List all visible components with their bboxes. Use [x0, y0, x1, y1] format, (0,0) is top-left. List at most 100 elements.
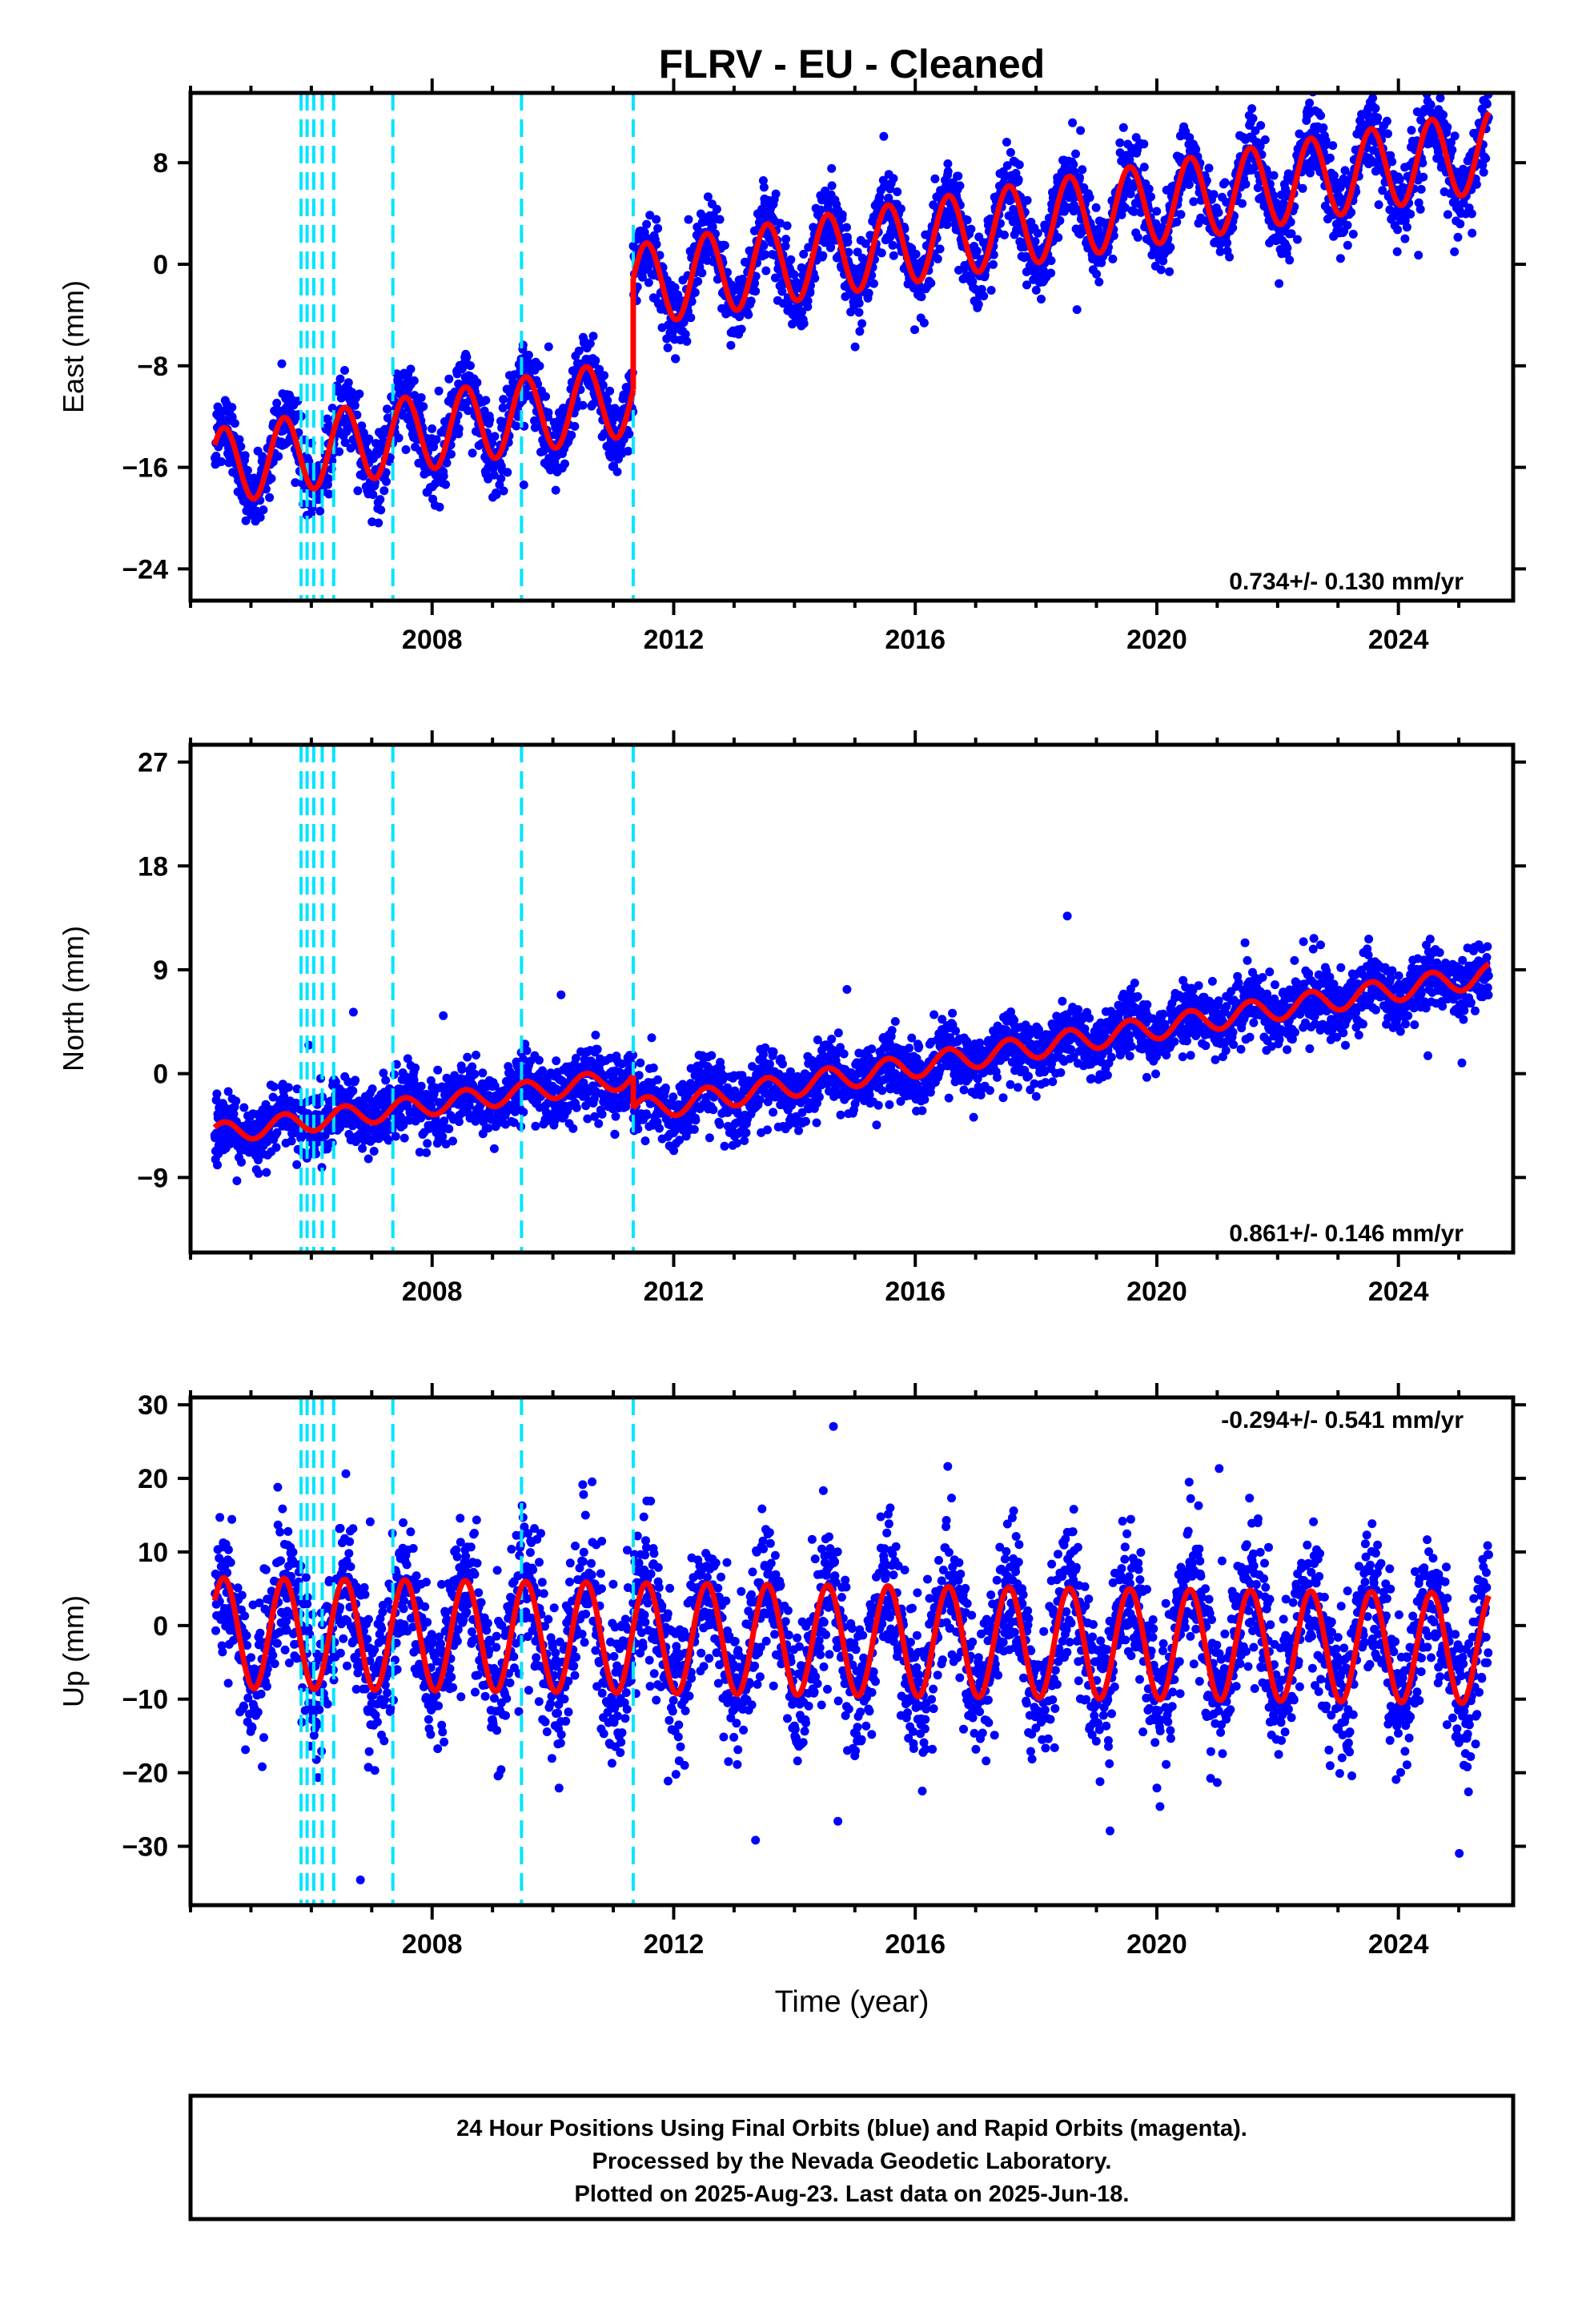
data-point: [1133, 232, 1142, 242]
data-point: [794, 1126, 803, 1136]
data-point: [1275, 279, 1284, 288]
data-point: [237, 1157, 246, 1167]
data-point: [411, 1063, 420, 1072]
data-point: [478, 1068, 488, 1078]
data-point: [926, 279, 936, 287]
data-point: [1395, 175, 1404, 184]
data-point: [1439, 111, 1448, 119]
data-point: [623, 383, 632, 392]
data-point: [1406, 209, 1415, 219]
data-point: [1373, 113, 1383, 123]
data-point: [391, 1132, 400, 1141]
data-point: [744, 310, 753, 320]
data-point: [556, 990, 566, 999]
data-point: [472, 1051, 480, 1059]
data-point: [1209, 190, 1219, 199]
data-point: [1368, 94, 1378, 103]
data-point: [1402, 223, 1411, 232]
east-x-tick-label: 2012: [644, 625, 705, 655]
data-point: [1247, 104, 1257, 114]
data-point: [1165, 267, 1174, 276]
data-point: [211, 452, 221, 460]
data-point: [254, 1168, 263, 1178]
data-point: [463, 1052, 472, 1062]
data-point: [259, 505, 268, 515]
data-point: [400, 1133, 409, 1143]
east-y-tick-label: 0: [153, 250, 168, 280]
data-point: [1248, 114, 1258, 123]
data-point: [689, 1124, 699, 1134]
data-point: [877, 248, 886, 258]
data-point: [1022, 195, 1032, 205]
data-point: [671, 354, 681, 364]
data-point: [422, 1148, 432, 1157]
data-point: [759, 183, 769, 192]
data-point: [374, 518, 383, 528]
data-point: [235, 435, 244, 444]
data-point: [712, 204, 721, 214]
data-point: [1166, 243, 1175, 252]
data-point: [1443, 210, 1452, 219]
data-point: [935, 244, 945, 254]
data-point: [1371, 103, 1380, 113]
data-point: [640, 1136, 650, 1146]
data-point: [1214, 207, 1223, 217]
data-point: [531, 1121, 540, 1131]
data-point: [1415, 204, 1425, 214]
data-point: [1054, 233, 1063, 243]
data-point: [269, 1082, 279, 1092]
data-point: [720, 240, 729, 250]
data-point: [348, 1007, 358, 1017]
data-point: [1479, 167, 1488, 177]
data-point: [661, 1084, 670, 1092]
data-point: [691, 1116, 701, 1125]
data-point: [1456, 219, 1465, 229]
data-point: [1225, 252, 1235, 262]
data-point: [499, 486, 508, 496]
data-point: [755, 1095, 765, 1104]
data-point: [854, 308, 864, 317]
data-point: [810, 273, 820, 283]
data-point: [1382, 116, 1391, 126]
data-point: [896, 204, 905, 214]
data-point: [364, 434, 374, 444]
data-point: [917, 292, 926, 302]
data-point: [241, 516, 251, 525]
data-point: [644, 278, 653, 287]
data-point: [1298, 183, 1307, 193]
data-point: [687, 297, 697, 306]
data-point: [1241, 179, 1251, 189]
data-point: [423, 1139, 432, 1148]
data-point: [1092, 269, 1102, 279]
data-point: [383, 404, 391, 414]
data-point: [472, 378, 482, 388]
data-point: [1094, 277, 1104, 287]
data-point: [267, 474, 276, 483]
data-point: [1450, 131, 1460, 141]
data-point: [1115, 138, 1125, 147]
data-point: [552, 1056, 561, 1066]
data-point: [335, 374, 345, 384]
data-point: [350, 400, 359, 410]
data-point: [954, 171, 963, 181]
data-point: [708, 222, 717, 231]
data-point: [442, 458, 452, 468]
data-point: [1305, 99, 1315, 108]
data-point: [544, 342, 553, 352]
data-point: [703, 192, 713, 202]
data-point: [240, 451, 250, 460]
data-point: [381, 468, 391, 477]
data-point: [592, 1044, 602, 1054]
data-point: [560, 459, 569, 468]
data-point: [624, 429, 634, 439]
data-point: [827, 163, 837, 173]
data-point: [594, 1119, 604, 1128]
data-point: [943, 159, 953, 168]
data-point: [481, 396, 491, 405]
data-point: [611, 1112, 620, 1121]
data-point: [869, 279, 878, 288]
data-point: [726, 340, 736, 350]
data-point: [496, 474, 506, 484]
data-point: [1146, 192, 1155, 202]
